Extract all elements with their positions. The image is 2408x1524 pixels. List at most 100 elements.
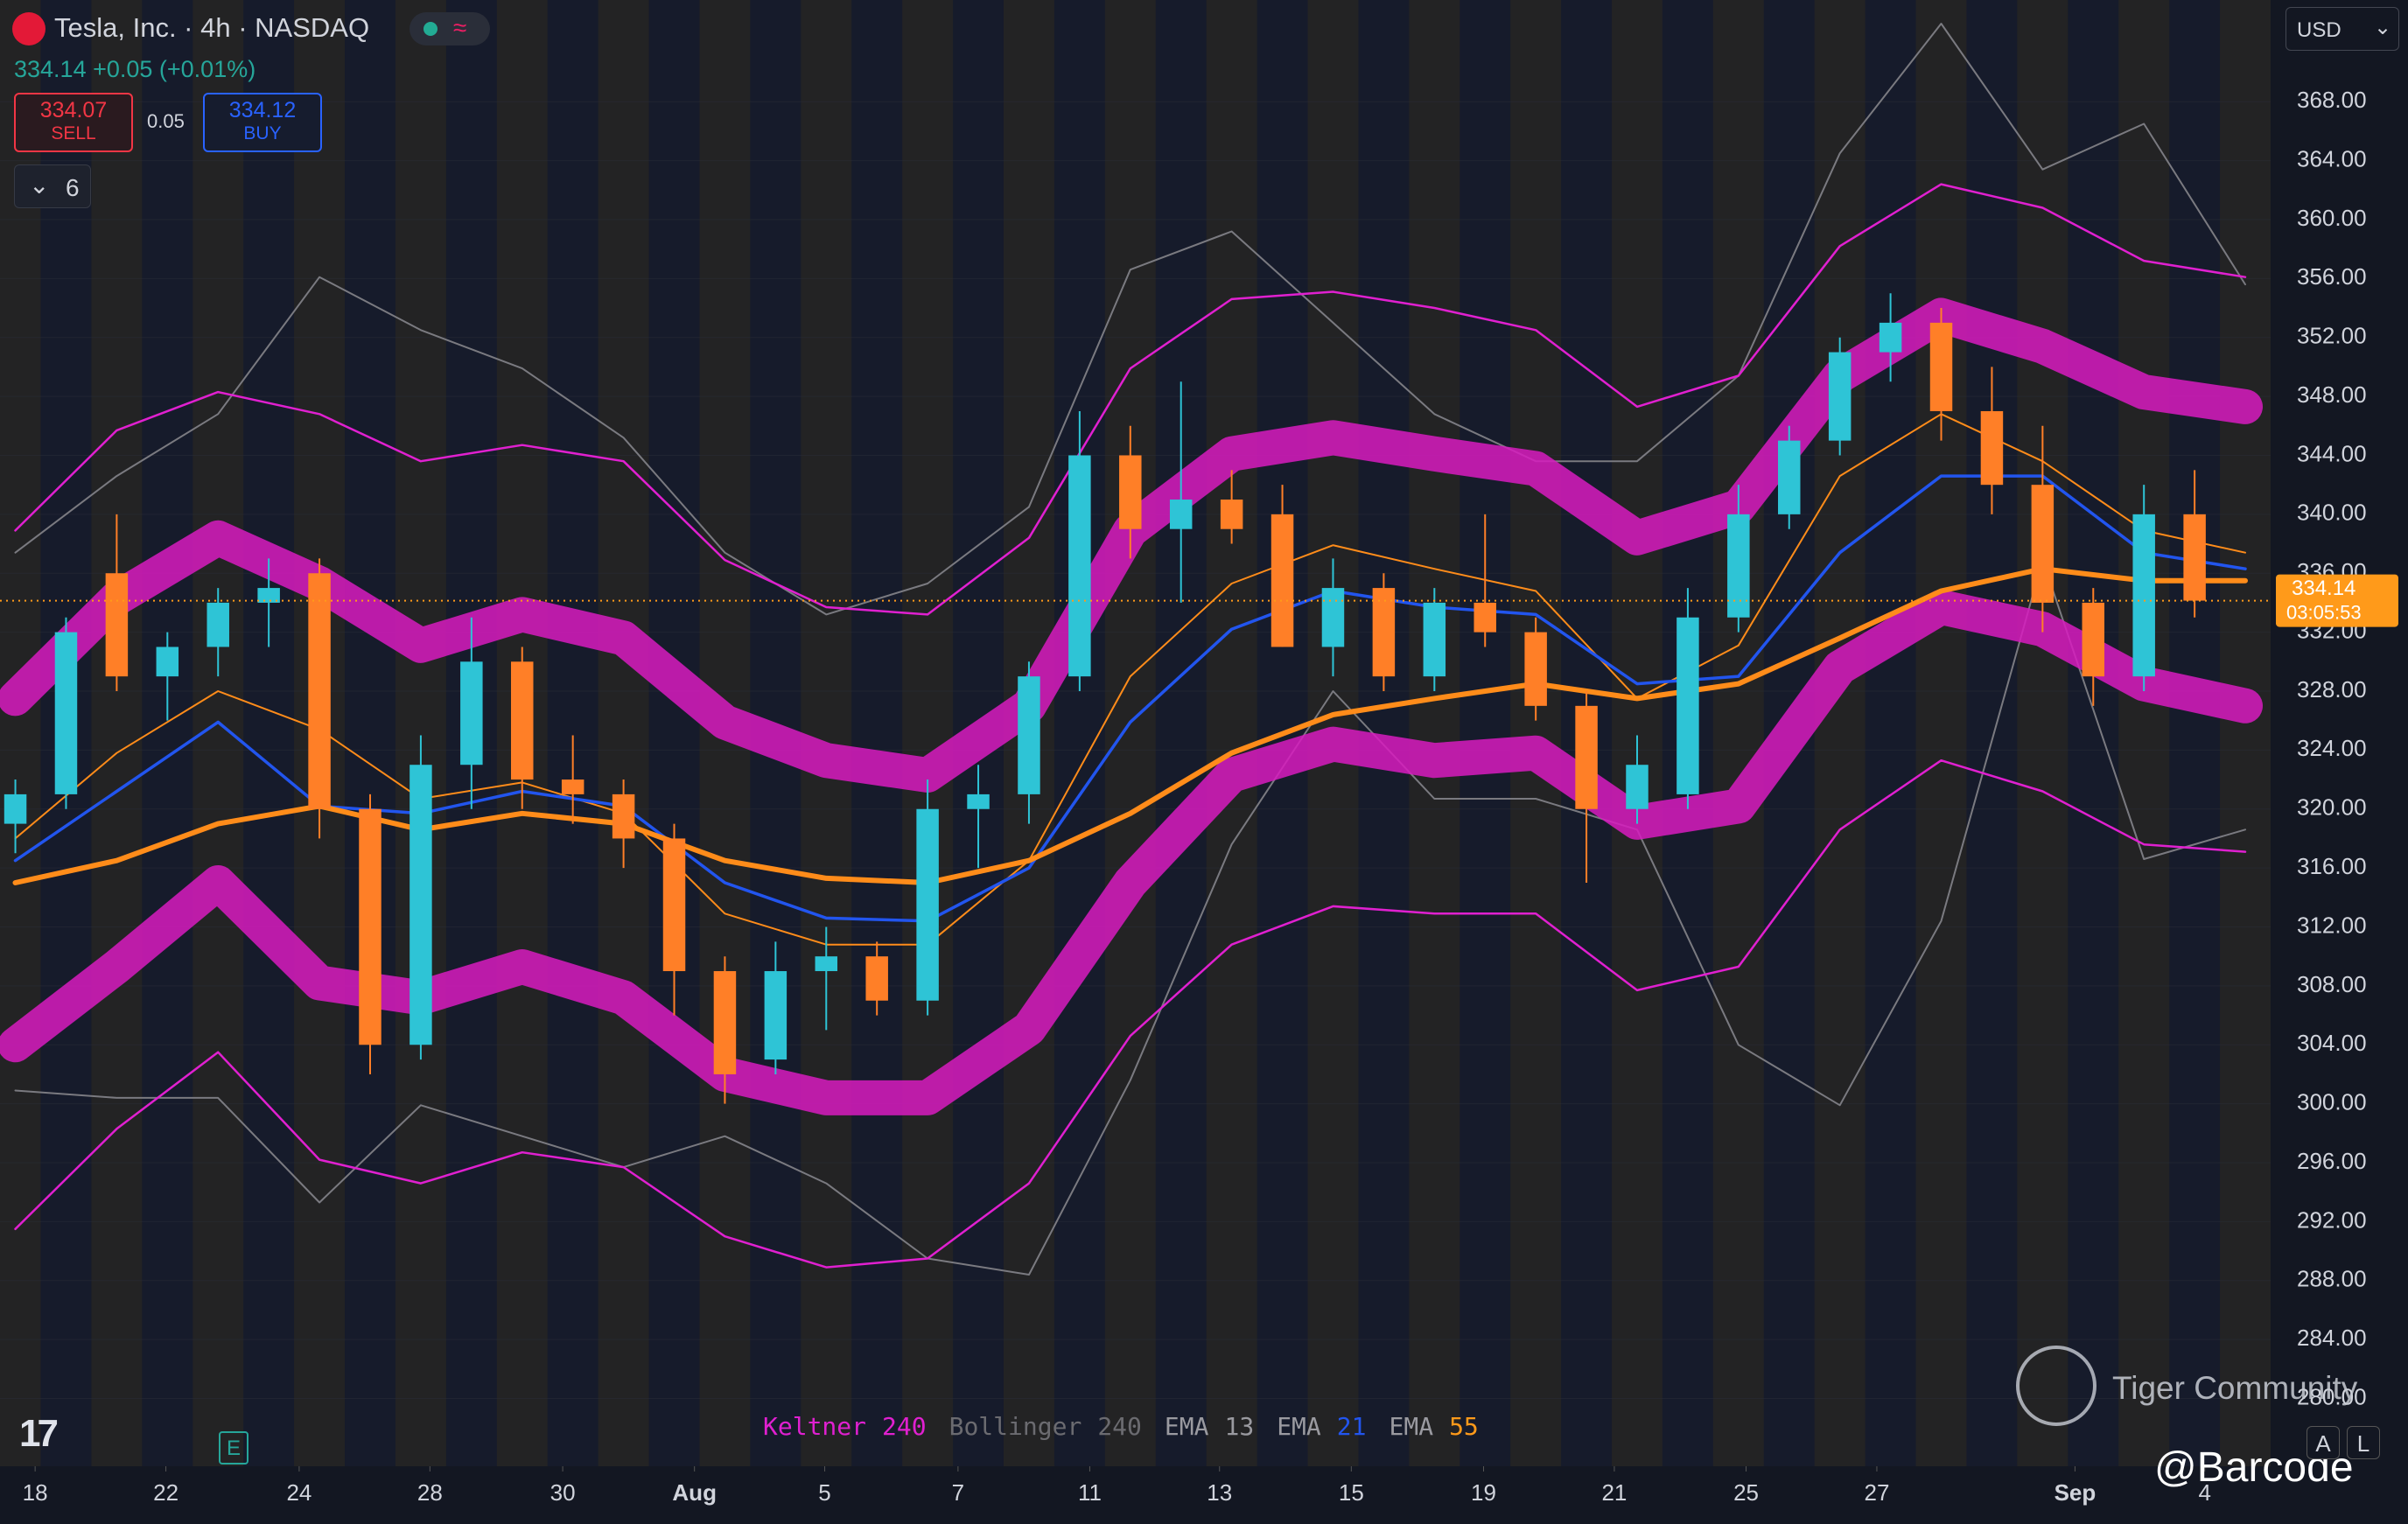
candle-body — [1727, 514, 1750, 618]
y-tick-label: 288.00 — [2297, 1266, 2367, 1292]
y-tick-label: 312.00 — [2297, 912, 2367, 938]
candle-body — [561, 779, 584, 794]
candle-body — [1929, 322, 1953, 411]
indicator-line — [12, 566, 2248, 885]
indicator-line — [14, 759, 2247, 1269]
legend: Keltner 240 Bollinger 240 EMA 13 EMA 21 EMA 55 — [763, 1412, 1502, 1441]
legend-param: 21 — [1336, 1412, 1367, 1441]
y-tick-label: 328.00 — [2297, 676, 2367, 703]
y-tick-label: 344.00 — [2297, 440, 2367, 466]
time-axis — [0, 1466, 2408, 1524]
candle-body — [1119, 455, 1142, 529]
candle-body — [2031, 485, 2054, 603]
candle-body — [1676, 617, 1699, 794]
chevron: ⌄ — [2374, 16, 2392, 39]
legend-param: 55 — [1449, 1412, 1479, 1441]
candle-body — [1423, 602, 1446, 677]
indicator-count: 6 — [66, 174, 80, 201]
x-tick-label: 28 — [417, 1479, 443, 1506]
price-axis — [2271, 0, 2408, 1524]
log-scale-button[interactable]: L — [2347, 1426, 2380, 1459]
candle-body — [1068, 455, 1091, 677]
candle-body — [1828, 352, 1852, 441]
candle-body — [257, 588, 280, 603]
legend-name: EMA — [1277, 1412, 1321, 1441]
legend-param: 13 — [1224, 1412, 1255, 1441]
symbol-title: Tesla, Inc. · 4h · NASDAQ — [54, 12, 370, 43]
earnings-badge[interactable]: E — [219, 1431, 248, 1465]
candle-body — [410, 765, 432, 1045]
candle-body — [2183, 514, 2206, 601]
candle-body — [1778, 440, 1801, 514]
candle-body — [54, 632, 78, 794]
candle-body — [1575, 705, 1598, 809]
last-price-label: 334.14 — [2292, 577, 2356, 600]
candle-body — [1169, 500, 1193, 529]
x-tick-label: 22 — [153, 1479, 178, 1506]
indicator-toggle[interactable]: ⌄ 6 — [14, 164, 91, 208]
candle-body — [1270, 514, 1294, 647]
candle-body — [2082, 602, 2105, 677]
x-tick-label: Aug — [672, 1479, 717, 1506]
quote: 334.14 +0.05 (+0.01%) — [14, 56, 256, 82]
candle-body — [1372, 588, 1396, 677]
y-tick-label: 368.00 — [2297, 87, 2367, 113]
y-tick-label: 308.00 — [2297, 971, 2367, 997]
candle-body — [359, 808, 382, 1045]
y-tick-label: 348.00 — [2297, 381, 2367, 408]
x-tick-label: 18 — [23, 1479, 48, 1506]
x-tick-label: 25 — [1733, 1479, 1759, 1506]
x-tick-label: 13 — [1207, 1479, 1232, 1506]
x-tick-label: 19 — [1471, 1479, 1496, 1506]
candle-body — [1474, 602, 1496, 633]
sell-price: 334.07 — [39, 98, 108, 122]
candle-body — [764, 971, 788, 1060]
candle-body — [1879, 322, 1902, 353]
x-tick-label: 5 — [818, 1479, 830, 1506]
candle-body — [1980, 410, 2004, 486]
x-tick-label: 4 — [2198, 1479, 2210, 1506]
currency-select[interactable]: USD ⌄ — [2286, 7, 2399, 51]
candle-body — [612, 793, 635, 839]
candle-body — [1018, 676, 1040, 794]
legend-param: 240 — [882, 1412, 927, 1441]
y-tick-label: 320.00 — [2297, 794, 2367, 821]
candle-body — [967, 793, 990, 809]
candle-body — [105, 573, 129, 677]
spread: 0.05 — [147, 110, 185, 132]
x-tick-label: 15 — [1339, 1479, 1364, 1506]
candle-body — [460, 661, 483, 765]
candle-body — [511, 661, 534, 780]
logo — [12, 12, 46, 45]
y-tick-label: 284.00 — [2297, 1325, 2367, 1351]
y-tick-label: 360.00 — [2297, 205, 2367, 231]
last-price-box — [2276, 574, 2398, 627]
candle-body — [916, 808, 939, 1001]
y-tick-label: 300.00 — [2297, 1089, 2367, 1115]
status-pill: ≈ — [410, 12, 490, 45]
candle-body — [4, 793, 27, 824]
candle-body — [1524, 632, 1547, 706]
auto-scale-button[interactable]: A — [2306, 1426, 2340, 1459]
y-tick-label: 340.00 — [2297, 500, 2367, 526]
sell-button[interactable]: 334.07 SELL — [14, 93, 133, 152]
y-tick-label: 356.00 — [2297, 263, 2367, 290]
legend-name: EMA — [1164, 1412, 1209, 1441]
x-tick-label: Sep — [2054, 1479, 2096, 1506]
y-tick-label: 292.00 — [2297, 1206, 2367, 1233]
tv-logo: 17 — [19, 1412, 59, 1455]
candle-body — [815, 956, 838, 972]
y-tick-label: 296.00 — [2297, 1148, 2367, 1174]
buy-button[interactable]: 334.12 BUY — [203, 93, 322, 152]
buy-price: 334.12 — [228, 98, 297, 122]
indicator-line — [14, 559, 2246, 1276]
legend-param: 240 — [1097, 1412, 1142, 1441]
keltner-ribbon — [0, 590, 2263, 1115]
y-tick-label: 352.00 — [2297, 323, 2367, 349]
x-tick-label: 27 — [1864, 1479, 1889, 1506]
legend-name: EMA — [1389, 1412, 1434, 1441]
indicator-line — [13, 474, 2247, 923]
candle-body — [2132, 514, 2155, 677]
